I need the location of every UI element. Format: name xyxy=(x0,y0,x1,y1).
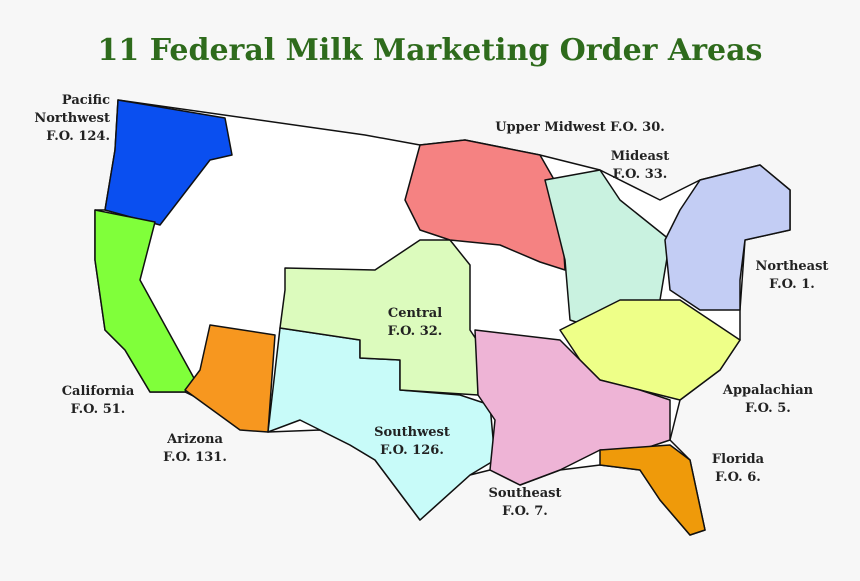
region-label: F.O. 131. xyxy=(163,450,227,465)
region-label: Central xyxy=(388,306,442,321)
region-label: Southwest xyxy=(374,425,450,440)
region-label: F.O. 51. xyxy=(71,402,126,417)
region-label: F.O. 33. xyxy=(613,167,668,182)
region-area xyxy=(94,209,196,393)
region-area xyxy=(404,139,566,271)
region-label: F.O. 7. xyxy=(502,504,548,519)
region-label: Arizona xyxy=(166,432,223,447)
region-label: F.O. 126. xyxy=(380,443,444,458)
region-label: California xyxy=(62,384,135,399)
region-label: F.O. 124. xyxy=(46,129,110,144)
region-label: F.O. 6. xyxy=(715,470,761,485)
region-label: F.O. 5. xyxy=(745,401,791,416)
region-area xyxy=(599,444,706,536)
region-label: Florida xyxy=(712,452,765,467)
region-label: Appalachian xyxy=(722,383,814,398)
region-area xyxy=(104,99,233,226)
region-area xyxy=(664,164,791,311)
region-label: F.O. 1. xyxy=(769,277,815,292)
map-title: 11 Federal Milk Marketing Order Areas xyxy=(98,33,763,68)
region-label: Northeast xyxy=(756,259,829,274)
region-label: F.O. 32. xyxy=(388,324,443,339)
region-label: Northwest xyxy=(34,111,110,126)
region-label: Upper Midwest F.O. 30. xyxy=(495,120,665,135)
region-label: Pacific xyxy=(62,93,110,108)
region-area xyxy=(184,324,276,433)
region-label: Southeast xyxy=(489,486,562,501)
region-label: Mideast xyxy=(611,149,669,164)
